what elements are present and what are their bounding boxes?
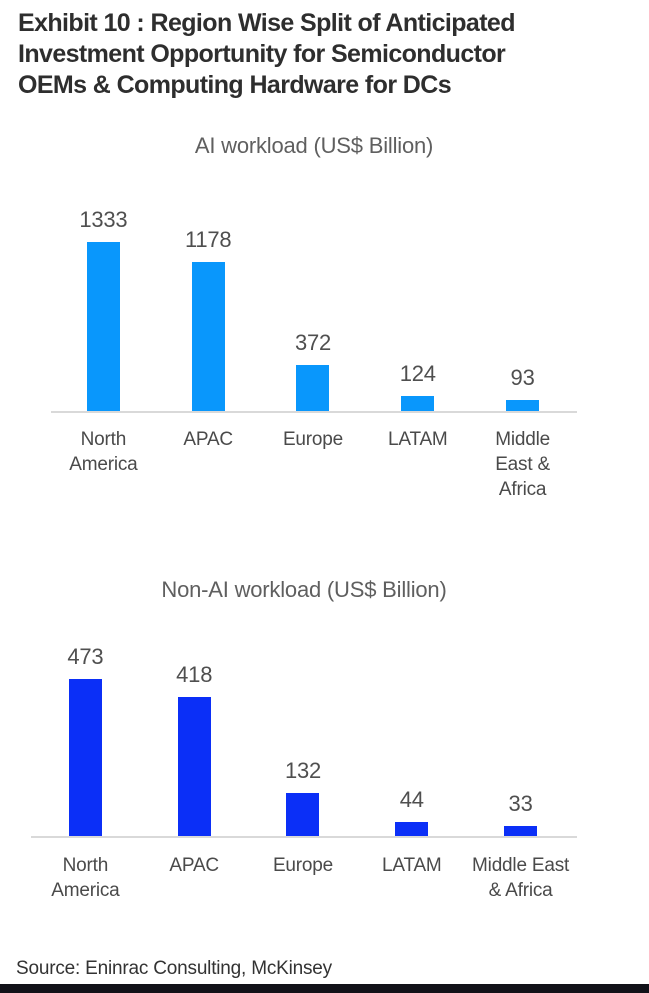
bar-value-label: 473 [67,644,104,669]
x-axis-label: Middle East & Africa [472,855,570,901]
bar-column: 124 [365,363,470,412]
x-axis-label: LATAM [388,429,448,450]
non-ai-plot-area: 473 418 132 44 33 [31,640,575,837]
bar-column: 372 [261,329,366,412]
x-axis-label: North America [69,429,138,475]
bar-value-label: 1333 [79,207,128,232]
ai-x-axis-line [51,411,577,413]
ai-x-axis-labels: North America APAC Europe LATAM Middle East & A… [51,427,575,502]
bar [191,261,225,412]
non-ai-x-axis-labels: North America APAC Europe LATAM Middle East & … [31,853,575,903]
bar [86,242,120,412]
bar [504,826,538,837]
bar-column: 33 [466,793,575,837]
x-axis-label: APAC [183,429,233,450]
x-axis-label: LATAM [382,855,442,876]
bar-column: 473 [31,646,140,837]
exhibit-title-line-3: OEMs & Computing Hardware for DCs [18,71,452,99]
bar [177,697,211,837]
bar-column: 418 [140,664,249,837]
ai-chart-title: AI workload (US$ Billion) [194,133,434,158]
ai-plot-area: 1333 1178 372 124 93 [51,180,575,412]
x-axis-label: Middle East & Africa [495,429,550,500]
bar-value-label: 93 [510,365,535,391]
bar-value-label: 33 [508,791,533,816]
exhibit-title-line-2: Investment Opportunity for Semiconductor [18,40,506,68]
x-axis-label: APAC [169,855,219,876]
bar-column: 44 [357,789,466,837]
bar-value-label: 132 [284,757,322,783]
non-ai-x-axis-line [31,836,577,838]
bar-column: 1178 [156,226,261,412]
bar-value-label: 124 [399,361,436,387]
source-note: Source: Eninrac Consulting, McKinsey [16,958,332,979]
non-ai-chart-title: Non-AI workload (US$ Billion) [161,577,447,602]
bar-column: 132 [249,757,358,837]
bar [68,679,102,837]
bar [296,364,330,412]
x-axis-label: North America [51,855,120,901]
bar [506,400,540,412]
bar [401,396,435,412]
bar-value-label: 44 [399,787,424,813]
bar-value-label: 1178 [184,226,232,252]
x-axis-label: Europe [272,855,334,876]
bar-value-label: 372 [294,329,332,355]
exhibit-title: Exhibit 10 : Region Wise Split of Antici… [18,8,515,101]
bar [286,792,320,837]
bottom-bar [0,984,649,993]
bar [395,822,429,837]
bar-value-label: 418 [176,662,213,688]
x-axis-label: Europe [282,429,344,450]
bar-column: 1333 [51,209,156,412]
bar-column: 93 [470,367,575,412]
exhibit-title-line-1: Exhibit 10 : Region Wise Split of Antici… [18,9,515,37]
